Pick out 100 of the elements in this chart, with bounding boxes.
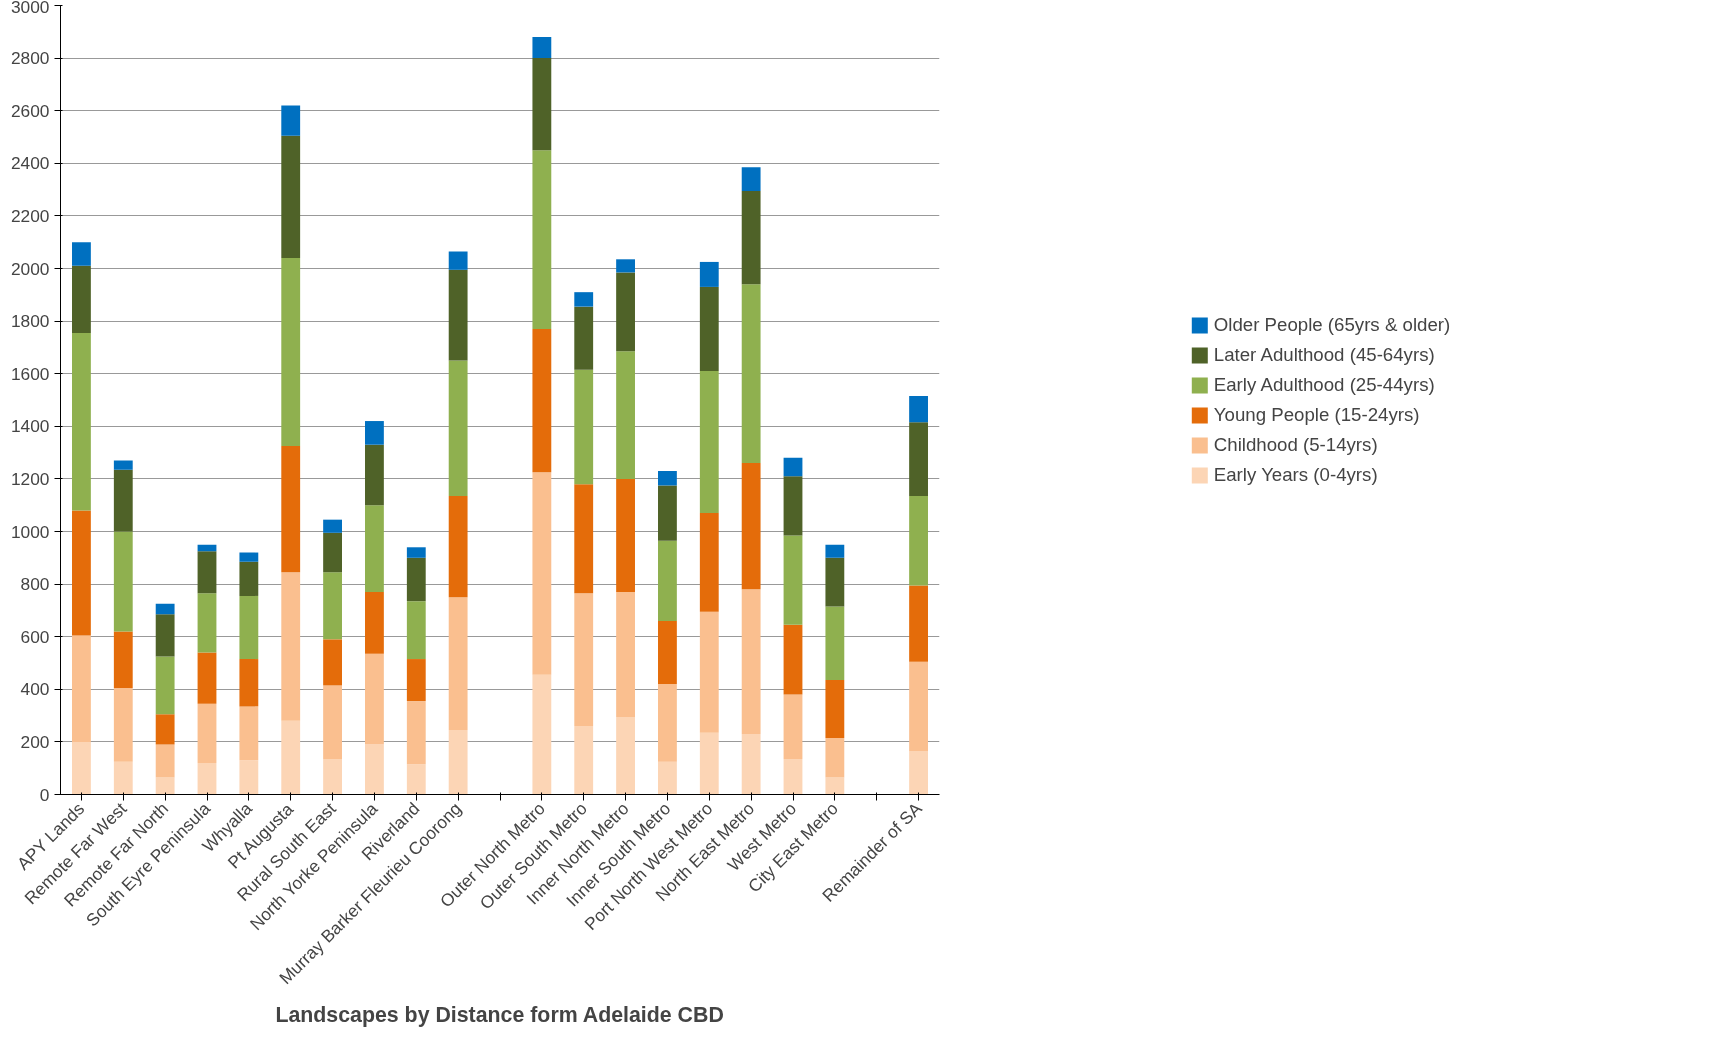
bar <box>448 730 468 795</box>
bar <box>532 37 552 59</box>
bar <box>72 741 91 795</box>
bar <box>699 286 719 372</box>
bar <box>783 758 803 795</box>
bar <box>197 703 217 763</box>
bar <box>909 396 928 423</box>
bar <box>909 422 928 496</box>
y-tick-label: 2400 <box>10 153 50 174</box>
bar <box>909 495 928 586</box>
y-tick-label: 0 <box>39 784 50 805</box>
y-tick-label: 800 <box>20 574 50 595</box>
bar <box>448 360 468 496</box>
bar <box>155 614 175 657</box>
bar <box>406 764 426 795</box>
y-tick-label: 2600 <box>10 100 50 121</box>
bar <box>825 557 845 607</box>
bar <box>448 269 468 361</box>
bar <box>699 371 719 514</box>
y-tick-label: 2800 <box>10 48 50 69</box>
legend-label: Older People (65yrs & older) <box>1213 313 1451 336</box>
y-tick-label: 1600 <box>10 363 50 384</box>
bar <box>574 484 594 594</box>
bar <box>658 761 677 795</box>
bar <box>323 758 342 795</box>
bar <box>658 620 677 685</box>
bar <box>72 242 91 266</box>
bar <box>616 272 635 352</box>
bar <box>281 105 301 136</box>
bar <box>323 532 342 573</box>
bar <box>113 531 133 632</box>
bar <box>323 519 342 533</box>
bar <box>155 656 175 715</box>
bar <box>281 572 301 721</box>
bar <box>406 601 426 660</box>
y-tick-label: 400 <box>20 679 50 700</box>
bar <box>239 659 259 707</box>
bar <box>741 284 761 464</box>
y-tick-label: 200 <box>20 731 50 752</box>
bar <box>281 257 301 447</box>
bar <box>532 472 552 675</box>
bar <box>783 624 803 695</box>
bar <box>825 606 845 681</box>
bar <box>825 737 845 778</box>
bar <box>616 259 635 273</box>
bar <box>281 720 301 795</box>
bar <box>699 513 719 612</box>
bar <box>197 551 217 594</box>
y-tick-label: 1800 <box>10 311 50 332</box>
y-tick-label: 1200 <box>10 468 50 489</box>
bar <box>281 135 301 258</box>
bar <box>155 603 175 615</box>
bar <box>197 652 217 704</box>
y-tick-label: 1000 <box>10 521 50 542</box>
bar <box>155 744 175 778</box>
bar <box>365 444 384 506</box>
y-tick-label: 600 <box>20 626 50 647</box>
bar <box>909 751 928 795</box>
bar <box>239 561 259 596</box>
bar <box>741 589 761 735</box>
bar <box>197 762 217 795</box>
bar <box>323 639 342 686</box>
bar <box>406 659 426 702</box>
bar <box>658 471 677 486</box>
y-tick-label: 1400 <box>10 416 50 437</box>
bar <box>281 446 301 573</box>
bar <box>365 591 384 654</box>
bar <box>741 463 761 590</box>
bar <box>532 328 552 473</box>
bar <box>574 726 594 795</box>
bar <box>574 593 594 727</box>
bar <box>448 495 468 598</box>
bar <box>406 701 426 765</box>
bar <box>741 190 761 285</box>
legend-label: Later Adulthood (45-64yrs) <box>1213 343 1435 366</box>
bar <box>406 547 426 558</box>
y-tick-label: 2200 <box>10 205 50 226</box>
bar <box>72 510 91 636</box>
bar <box>532 674 552 795</box>
bar <box>699 611 719 733</box>
bar <box>616 351 635 479</box>
bar <box>365 505 384 592</box>
bar <box>909 661 928 752</box>
bar <box>616 716 635 795</box>
bar <box>155 714 175 745</box>
bar <box>532 58 552 151</box>
bar <box>825 777 845 795</box>
bar <box>239 595 259 660</box>
bar <box>783 457 803 477</box>
legend-label: Childhood (5-14yrs) <box>1213 433 1378 456</box>
bar <box>532 150 552 329</box>
bar <box>783 535 803 625</box>
bar <box>365 653 384 745</box>
legend-label: Early Adulthood (25-44yrs) <box>1213 373 1435 396</box>
bar <box>741 734 761 795</box>
bar <box>113 761 133 795</box>
bar <box>113 631 133 688</box>
bar <box>197 593 217 653</box>
bar <box>658 684 677 762</box>
bar <box>825 544 845 558</box>
